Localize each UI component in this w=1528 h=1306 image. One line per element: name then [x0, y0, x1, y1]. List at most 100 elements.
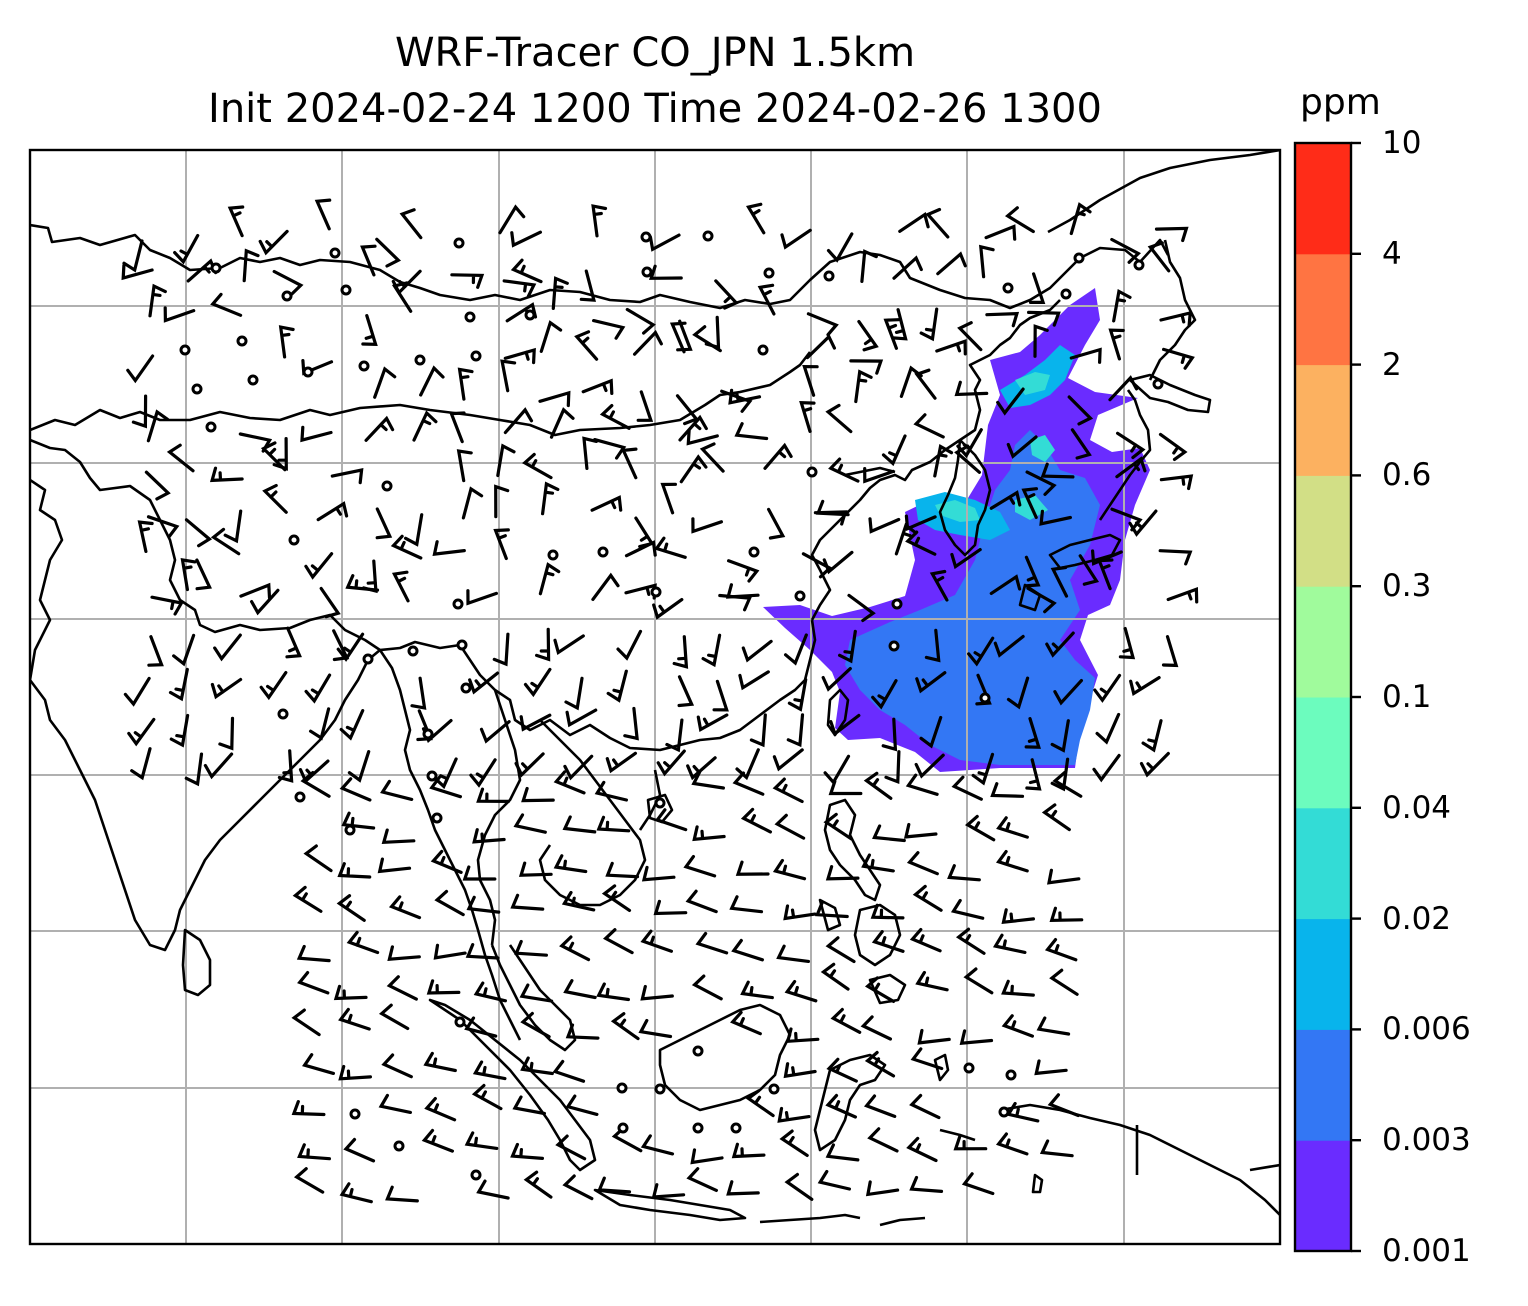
- wind-barb: [1050, 565, 1069, 598]
- calm-wind-marker: [963, 1062, 975, 1074]
- wind-barb: [951, 775, 983, 801]
- wind-barb: [825, 936, 856, 964]
- wind-barb: [419, 365, 445, 397]
- colorbar-tick-label: 0.04: [1382, 789, 1452, 826]
- colorbar-tick-label: 0.02: [1382, 900, 1452, 937]
- wind-barb: [433, 943, 467, 960]
- colorbar-band: [1295, 1140, 1351, 1252]
- wind-barb: [783, 1062, 817, 1079]
- wind-barb: [213, 633, 242, 662]
- wind-barb: [730, 1010, 762, 1036]
- wind-barb: [360, 244, 377, 277]
- wind-barb: [343, 1137, 376, 1163]
- wind-barb: [361, 314, 378, 346]
- wind-barb: [602, 928, 634, 955]
- calm-wind-marker: [768, 1083, 780, 1095]
- wind-barb: [623, 706, 639, 741]
- wind-barb: [1024, 717, 1041, 749]
- wind-barb: [610, 1012, 640, 1041]
- wind-barb: [386, 975, 418, 1001]
- wind-barb: [456, 449, 473, 483]
- wind-barb: [625, 307, 656, 335]
- wind-barb: [1028, 272, 1046, 304]
- calm-wind-marker: [748, 546, 760, 558]
- wind-barb: [959, 1029, 994, 1045]
- wind-barb: [364, 415, 395, 442]
- wind-barb: [521, 786, 555, 803]
- wind-barb: [898, 212, 930, 233]
- wind-barb: [434, 889, 465, 917]
- wind-barb: [648, 233, 681, 252]
- wind-barb: [300, 425, 333, 443]
- wind-barb: [519, 713, 552, 732]
- wind-barb: [825, 1143, 860, 1162]
- wind-barb: [304, 552, 334, 580]
- wind-barb: [691, 517, 723, 534]
- wind-barb: [457, 367, 474, 401]
- calm-wind-marker: [654, 1083, 666, 1095]
- wind-barb: [1166, 587, 1199, 604]
- wind-barb: [732, 771, 765, 796]
- colorbar-band: [1295, 807, 1351, 920]
- wind-barb: [227, 205, 245, 238]
- wind-barb: [184, 518, 213, 548]
- wind-barb: [735, 748, 760, 781]
- wind-barb: [333, 984, 368, 1001]
- wind-barb: [892, 255, 923, 280]
- wind-barb: [278, 325, 295, 359]
- wind-barb: [461, 486, 484, 520]
- wind-barb: [828, 779, 863, 796]
- wind-barb: [1001, 908, 1035, 925]
- wind-barb: [423, 1051, 457, 1073]
- wind-barb: [692, 825, 726, 842]
- wind-barb: [493, 528, 510, 561]
- wind-barb: [373, 366, 397, 399]
- wind-barb: [450, 273, 485, 289]
- wind-barb: [169, 713, 190, 748]
- wind-barb: [513, 813, 547, 834]
- calm-wind-marker: [179, 344, 191, 356]
- wind-barb: [656, 749, 686, 777]
- wind-barb: [950, 898, 985, 920]
- wind-barb: [1050, 757, 1070, 792]
- calm-wind-marker: [454, 1016, 466, 1028]
- wind-barb: [740, 807, 772, 834]
- calm-wind-marker: [358, 360, 370, 372]
- wind-barb: [767, 507, 786, 540]
- wind-barb: [535, 627, 551, 662]
- wind-barb: [1036, 1016, 1071, 1036]
- wind-barb: [975, 673, 992, 706]
- wind-barb: [591, 204, 608, 238]
- wind-barb: [1159, 474, 1194, 491]
- wind-barb: [1006, 676, 1030, 710]
- wind-barb: [686, 756, 717, 781]
- wind-barb: [1041, 803, 1071, 832]
- wind-barb: [963, 967, 994, 995]
- wind-barb: [905, 530, 937, 556]
- wind-barb: [913, 413, 945, 439]
- wind-barb: [933, 444, 954, 478]
- wind-barb: [871, 930, 905, 953]
- wind-barb: [861, 853, 895, 873]
- wind-barb: [319, 586, 341, 619]
- wind-barb: [293, 1167, 325, 1194]
- wind-barb: [1021, 487, 1038, 519]
- wind-barb: [385, 1185, 419, 1203]
- wind-barb: [1039, 509, 1072, 526]
- wind-barb: [961, 1172, 995, 1196]
- wind-barb: [868, 517, 901, 534]
- wind-barb: [1162, 347, 1195, 370]
- wind-barb: [122, 239, 144, 273]
- calm-wind-marker: [414, 354, 426, 366]
- colorbar-tick-label: 0.1: [1382, 679, 1432, 715]
- calm-wind-marker: [524, 309, 536, 321]
- wind-barb: [314, 198, 332, 231]
- wind-barb: [860, 249, 878, 283]
- wind-barb: [779, 1129, 809, 1157]
- wind-barb: [591, 572, 620, 601]
- wind-barb: [1047, 868, 1081, 885]
- wind-barb: [823, 812, 853, 841]
- wind-barb: [292, 885, 323, 913]
- wind-barb: [929, 569, 949, 602]
- wind-barb: [462, 865, 497, 881]
